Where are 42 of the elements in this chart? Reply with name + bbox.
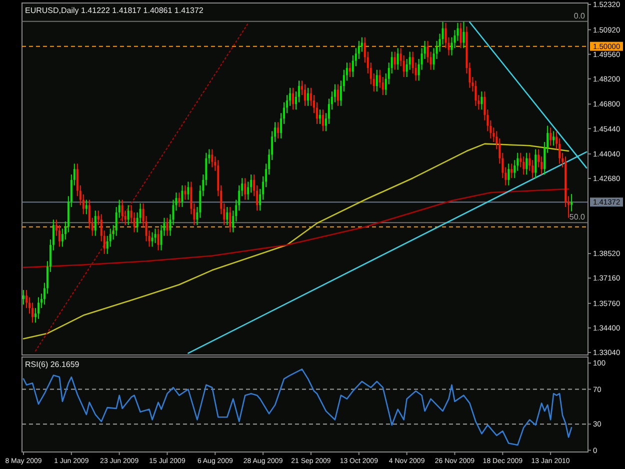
candlestick [462, 20, 465, 49]
line-series [22, 368, 572, 446]
candlestick [85, 199, 88, 215]
candlestick [229, 206, 232, 233]
candlestick [22, 290, 24, 305]
candlestick [307, 87, 309, 106]
candlestick [178, 192, 180, 208]
line-series [22, 143, 570, 340]
candlestick [127, 204, 130, 226]
candlestick [480, 90, 483, 110]
candlestick [526, 152, 528, 175]
candlestick [522, 156, 525, 175]
candlestick [570, 194, 573, 212]
candlestick [348, 62, 351, 78]
candlestick [121, 199, 124, 222]
candlestick [394, 51, 396, 70]
candlestick [508, 163, 510, 186]
annotation: 50.0 [569, 212, 586, 222]
candlestick [534, 148, 537, 179]
candlestick [226, 206, 228, 226]
candlestick [322, 109, 324, 132]
chart-title: RSI(6) 26.1659 [25, 360, 80, 369]
candlestick [396, 48, 399, 70]
candlestick [304, 84, 306, 106]
candlestick [277, 122, 280, 139]
candlestick [474, 80, 477, 106]
candlestick [181, 184, 184, 208]
candlestick [550, 127, 552, 146]
candlestick [38, 296, 40, 320]
candlestick [94, 210, 96, 236]
candlestick [184, 184, 186, 200]
candlestick [552, 130, 555, 146]
candlestick [211, 148, 214, 168]
candlestick [376, 69, 378, 92]
candlestick [292, 87, 294, 110]
chart-title: EURUSD,Daily 1.41222 1.41817 1.40861 1.41372 [25, 6, 204, 15]
candlestick [510, 163, 513, 179]
candlestick [187, 181, 190, 200]
candlestick [336, 84, 339, 106]
annotation: 0.0 [574, 11, 586, 20]
candlestick [319, 109, 321, 124]
candlestick [244, 178, 246, 200]
